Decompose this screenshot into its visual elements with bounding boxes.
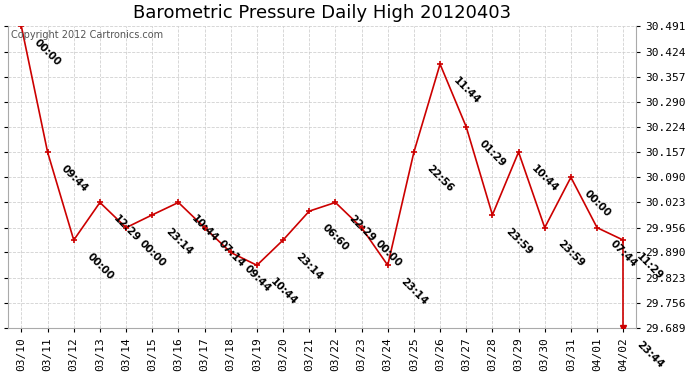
Text: 00:00: 00:00 — [85, 251, 115, 282]
Text: 11:44: 11:44 — [451, 75, 482, 106]
Text: 22:29: 22:29 — [346, 214, 377, 244]
Text: 07:14: 07:14 — [216, 239, 246, 270]
Text: 10:44: 10:44 — [190, 214, 220, 244]
Text: 07:44: 07:44 — [608, 239, 639, 270]
Text: 09:44: 09:44 — [242, 264, 273, 294]
Text: 00:00: 00:00 — [373, 239, 403, 269]
Text: 12:29: 12:29 — [111, 214, 141, 244]
Text: 23:44: 23:44 — [634, 339, 665, 370]
Text: 06:60: 06:60 — [320, 222, 351, 253]
Text: 23:14: 23:14 — [399, 276, 429, 307]
Text: 11:29: 11:29 — [634, 251, 664, 282]
Text: 22:56: 22:56 — [425, 163, 455, 194]
Text: 09:44: 09:44 — [59, 163, 89, 194]
Text: 23:14: 23:14 — [294, 251, 325, 282]
Title: Barometric Pressure Daily High 20120403: Barometric Pressure Daily High 20120403 — [133, 4, 511, 22]
Text: 23:59: 23:59 — [504, 226, 534, 256]
Text: 00:00: 00:00 — [32, 38, 63, 68]
Text: 10:44: 10:44 — [268, 276, 299, 307]
Text: 23:59: 23:59 — [556, 239, 586, 269]
Text: Copyright 2012 Cartronics.com: Copyright 2012 Cartronics.com — [12, 30, 164, 39]
Text: 10:44: 10:44 — [530, 163, 560, 194]
Text: 23:14: 23:14 — [164, 226, 194, 256]
Text: 01:29: 01:29 — [477, 138, 508, 168]
Text: 00:00: 00:00 — [137, 239, 168, 269]
Text: 00:00: 00:00 — [582, 188, 613, 219]
